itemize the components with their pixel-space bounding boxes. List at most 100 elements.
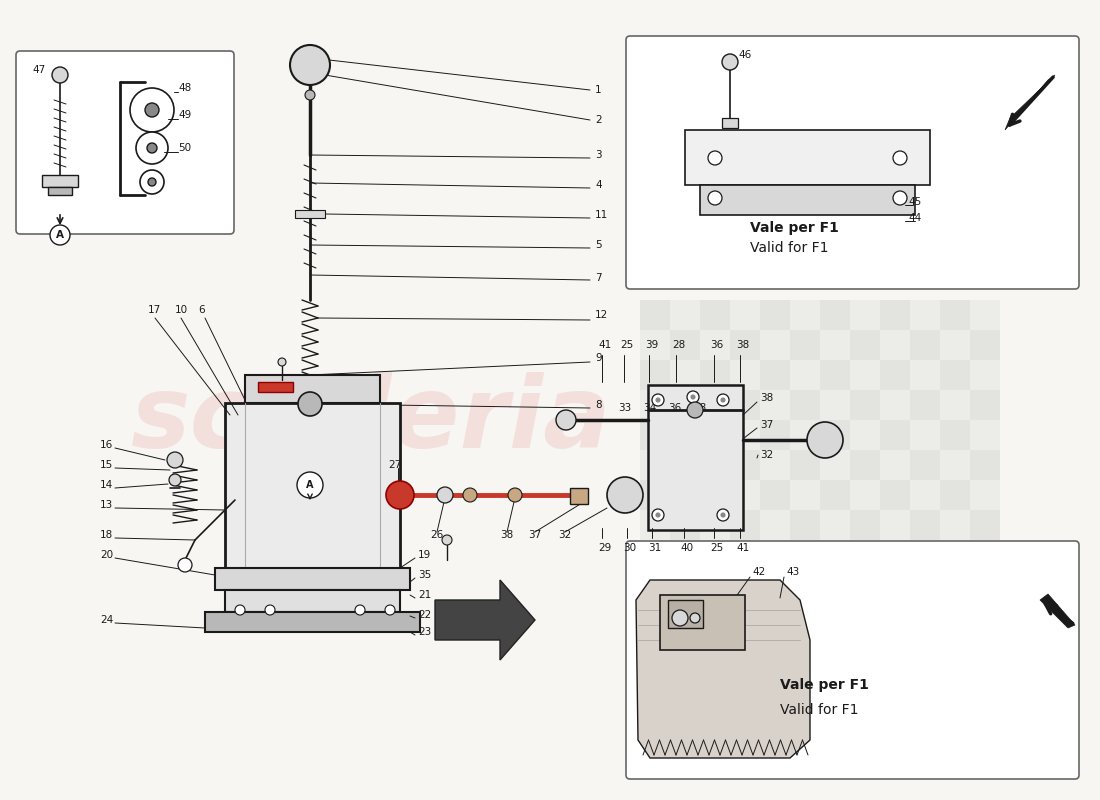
- Text: 16: 16: [100, 440, 113, 450]
- Text: 7: 7: [595, 273, 602, 283]
- Circle shape: [893, 191, 907, 205]
- Text: 35: 35: [418, 570, 431, 580]
- Bar: [730, 390, 760, 420]
- Text: 4: 4: [595, 180, 602, 190]
- Bar: [850, 300, 880, 330]
- Bar: [760, 330, 790, 360]
- Text: 48: 48: [178, 83, 191, 93]
- Bar: [820, 300, 850, 330]
- Bar: [722, 118, 738, 128]
- Bar: [670, 330, 700, 360]
- Text: Valid for F1: Valid for F1: [750, 241, 828, 255]
- Bar: [670, 480, 700, 510]
- Bar: [850, 390, 880, 420]
- Text: 40: 40: [680, 543, 693, 553]
- Bar: [700, 420, 730, 450]
- Text: 26: 26: [430, 530, 443, 540]
- Text: 30: 30: [623, 543, 636, 553]
- Circle shape: [463, 488, 477, 502]
- Circle shape: [442, 535, 452, 545]
- Bar: [790, 420, 820, 450]
- Text: 38: 38: [736, 340, 749, 350]
- Bar: [910, 480, 940, 510]
- Bar: [940, 330, 970, 360]
- Text: 45: 45: [908, 197, 922, 207]
- Bar: [700, 480, 730, 510]
- Bar: [790, 330, 820, 360]
- Text: 24: 24: [100, 615, 113, 625]
- Circle shape: [145, 103, 160, 117]
- Circle shape: [355, 605, 365, 615]
- Circle shape: [385, 605, 395, 615]
- Circle shape: [556, 410, 576, 430]
- Text: 27: 27: [388, 460, 401, 470]
- Bar: [700, 185, 915, 215]
- Circle shape: [52, 67, 68, 83]
- Text: 14: 14: [100, 480, 113, 490]
- Circle shape: [508, 488, 522, 502]
- Polygon shape: [636, 580, 810, 758]
- Circle shape: [147, 143, 157, 153]
- Text: 2: 2: [595, 115, 602, 125]
- Circle shape: [691, 395, 695, 399]
- Bar: [820, 450, 850, 480]
- Bar: [245, 375, 380, 403]
- Bar: [910, 390, 940, 420]
- Circle shape: [720, 398, 725, 402]
- Bar: [648, 385, 742, 530]
- Bar: [226, 590, 400, 612]
- Text: 31: 31: [648, 543, 661, 553]
- Circle shape: [50, 225, 70, 245]
- Text: 11: 11: [595, 210, 608, 220]
- Bar: [970, 450, 1000, 480]
- Circle shape: [717, 509, 729, 521]
- Polygon shape: [434, 580, 535, 660]
- Bar: [700, 330, 730, 360]
- Bar: [640, 330, 670, 360]
- Bar: [970, 300, 1000, 330]
- Bar: [820, 420, 850, 450]
- Text: 37: 37: [528, 530, 541, 540]
- Bar: [850, 360, 880, 390]
- FancyBboxPatch shape: [626, 541, 1079, 779]
- Text: 42: 42: [752, 567, 766, 577]
- Text: 37: 37: [760, 420, 773, 430]
- Bar: [214, 568, 410, 590]
- Circle shape: [386, 481, 414, 509]
- Text: 20: 20: [100, 550, 113, 560]
- Circle shape: [278, 358, 286, 366]
- Bar: [670, 300, 700, 330]
- Text: c: c: [280, 457, 319, 523]
- Bar: [730, 450, 760, 480]
- Text: 18: 18: [100, 530, 113, 540]
- Bar: [820, 360, 850, 390]
- FancyBboxPatch shape: [16, 51, 234, 234]
- Bar: [970, 360, 1000, 390]
- Circle shape: [708, 191, 722, 205]
- Bar: [668, 600, 703, 628]
- Bar: [910, 450, 940, 480]
- Bar: [640, 480, 670, 510]
- Text: 15: 15: [100, 460, 113, 470]
- Text: 38: 38: [693, 403, 706, 413]
- Bar: [820, 390, 850, 420]
- Bar: [48, 187, 72, 195]
- Text: 9: 9: [595, 353, 602, 363]
- Circle shape: [607, 477, 644, 513]
- Bar: [760, 480, 790, 510]
- Bar: [850, 450, 880, 480]
- Bar: [670, 360, 700, 390]
- Text: 33: 33: [618, 403, 631, 413]
- Bar: [640, 450, 670, 480]
- Bar: [700, 390, 730, 420]
- Bar: [730, 360, 760, 390]
- Text: 12: 12: [595, 310, 608, 320]
- Circle shape: [178, 558, 192, 572]
- Bar: [760, 450, 790, 480]
- Text: 23: 23: [418, 627, 431, 637]
- Bar: [940, 480, 970, 510]
- Circle shape: [148, 178, 156, 186]
- Bar: [760, 420, 790, 450]
- Circle shape: [656, 513, 660, 517]
- Bar: [700, 300, 730, 330]
